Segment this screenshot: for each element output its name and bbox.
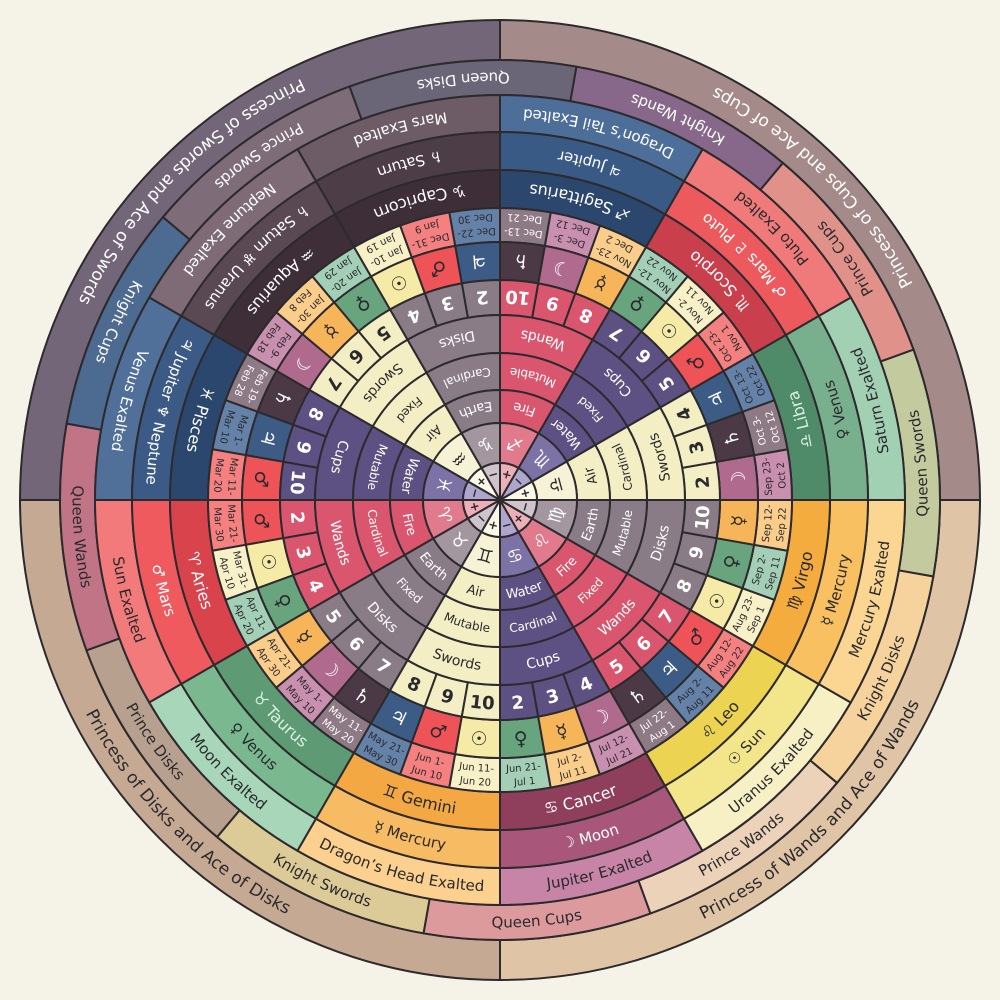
planet-mars-icon: ♂ bbox=[249, 511, 272, 530]
zodiac-air-glyph-icon: ♎ bbox=[544, 474, 568, 495]
minor-arcana-number: 3 bbox=[291, 544, 315, 562]
polarity-sign: + bbox=[467, 500, 483, 513]
planet-moon-icon: ☽ bbox=[551, 255, 573, 281]
polarity-sign: − bbox=[517, 500, 533, 513]
minor-arcana-number: 2 bbox=[286, 511, 308, 525]
polarity-sign: + bbox=[500, 467, 513, 483]
zodiac-fire-glyph-icon: ♐ bbox=[505, 431, 526, 455]
zodiac-water-glyph-icon: ♓ bbox=[431, 474, 455, 495]
decan-date-range: Mar 21-Mar 30 bbox=[211, 504, 239, 543]
minor-arcana-number: 9 bbox=[544, 291, 562, 315]
decan-date-range: Sep 12-Sep 22 bbox=[761, 504, 789, 543]
minor-arcana-number: 3 bbox=[544, 685, 562, 709]
element-label: Fire bbox=[512, 399, 538, 419]
decan-date-range: Sep 23-Oct 2 bbox=[761, 456, 789, 495]
planet-mercury-icon: ☿ bbox=[728, 514, 751, 528]
element-label: Air bbox=[582, 464, 601, 486]
decan-date-range: Dec 22-Dec 30 bbox=[456, 211, 496, 239]
planet-mars-icon: ♂ bbox=[427, 255, 449, 281]
planet-venus-icon: ♀ bbox=[513, 728, 529, 751]
planet-sun-icon: ☉ bbox=[255, 551, 281, 573]
planet-jupiter-icon: ♃ bbox=[470, 249, 489, 272]
zodiac-water-glyph-icon: ♋ bbox=[505, 544, 526, 568]
polarity-sign: + bbox=[517, 487, 533, 500]
minor-arcana-number: 10 bbox=[505, 285, 531, 308]
minor-arcana-number: 9 bbox=[685, 544, 709, 562]
minor-arcana-number: 3 bbox=[438, 291, 456, 315]
zodiac-fire-glyph-icon: ♈ bbox=[431, 505, 455, 526]
minor-arcana-number: 9 bbox=[291, 438, 315, 456]
minor-arcana-number: 2 bbox=[511, 692, 525, 714]
polarity-sign: + bbox=[487, 517, 500, 533]
planet-sun-icon: ☉ bbox=[470, 727, 489, 750]
polarity-sign: − bbox=[487, 467, 500, 483]
planet-mars-icon: ♂ bbox=[427, 719, 449, 745]
minor-arcana-number: 10 bbox=[469, 691, 495, 714]
decan-date-range: Mar 11-Mar 20 bbox=[211, 457, 239, 496]
center-dot bbox=[496, 496, 504, 504]
minor-arcana-number: 2 bbox=[692, 475, 714, 489]
decan-date-range: Jun 11-Jun 20 bbox=[457, 761, 494, 789]
minor-arcana-number: 10 bbox=[691, 505, 714, 531]
planet-jupiter-icon: ♃ bbox=[255, 427, 281, 449]
planet-mercury-icon: ☿ bbox=[554, 720, 571, 744]
decan-date-range: Dec 13-Dec 21 bbox=[504, 211, 544, 239]
minor-arcana-number: 3 bbox=[685, 438, 709, 456]
decan-date-range: Jun 21-Jul 1 bbox=[505, 761, 542, 789]
polarity-sign: − bbox=[500, 517, 513, 533]
zodiac-earth-glyph-icon: ♑ bbox=[474, 431, 495, 455]
planet-moon-icon: ☽ bbox=[727, 470, 750, 489]
planet-mars-icon: ♂ bbox=[249, 470, 272, 489]
element-label: Fire bbox=[399, 512, 419, 538]
polarity-sign: − bbox=[467, 487, 483, 500]
minor-arcana-number: 10 bbox=[285, 469, 308, 495]
planet-saturn-icon: ♄ bbox=[719, 427, 745, 449]
zodiac-air-glyph-icon: ♊ bbox=[474, 544, 495, 568]
element-label: Air bbox=[465, 582, 486, 601]
planet-saturn-icon: ♄ bbox=[511, 249, 530, 272]
minor-arcana-number: 9 bbox=[438, 685, 456, 709]
zodiac-earth-glyph-icon: ♍ bbox=[544, 505, 568, 526]
planet-venus-icon: ♀ bbox=[719, 553, 744, 572]
minor-arcana-number: 2 bbox=[475, 286, 489, 308]
wheel-cells bbox=[18, 18, 982, 982]
